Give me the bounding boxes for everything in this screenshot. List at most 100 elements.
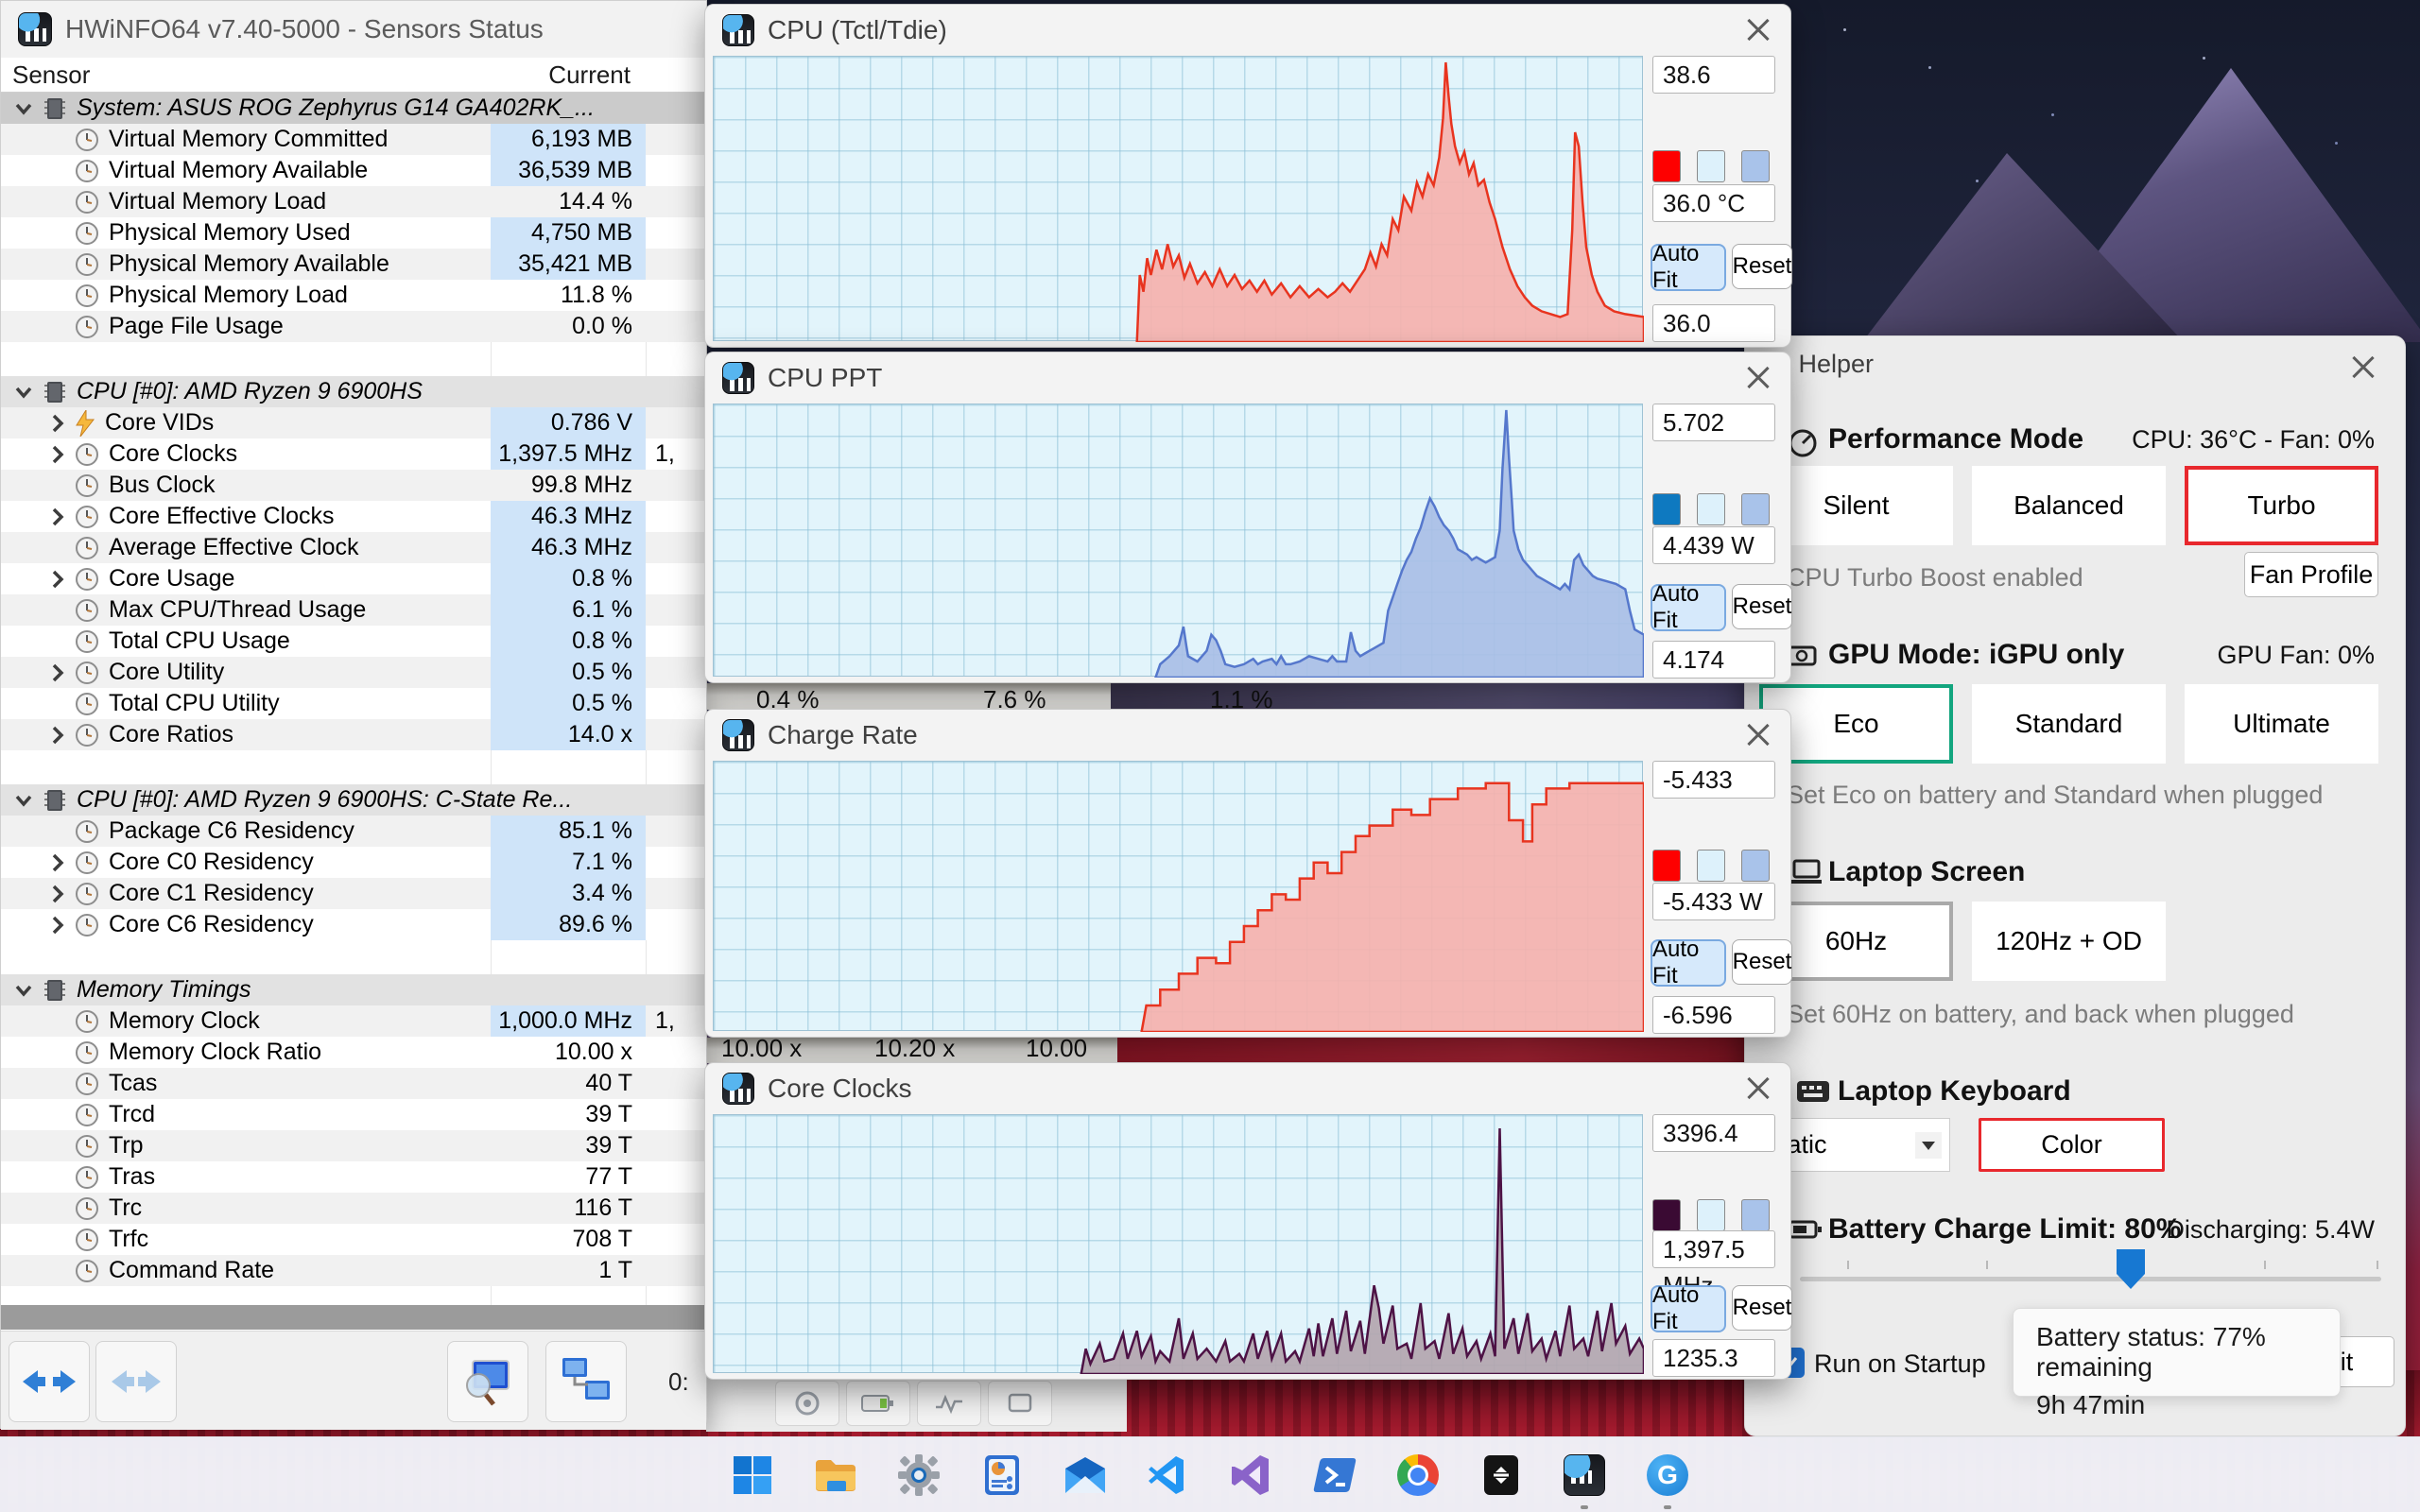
- sensor-row[interactable]: Virtual Memory Available 36,539 MB: [1, 155, 706, 186]
- sensor-section-row[interactable]: CPU [#0]: AMD Ryzen 9 6900HS: C-State Re…: [1, 784, 706, 816]
- sensor-row[interactable]: Total CPU Usage 0.8 %: [1, 626, 706, 657]
- hwinfo-scroll-strip[interactable]: [1, 1305, 706, 1330]
- battery-limit-slider-track[interactable]: [1800, 1277, 2381, 1281]
- swatch-2[interactable]: [1741, 1199, 1770, 1231]
- mail-icon[interactable]: [1059, 1449, 1112, 1502]
- sensor-row[interactable]: Trfc 708 T: [1, 1224, 706, 1255]
- powershell-icon[interactable]: [1308, 1449, 1361, 1502]
- swatch-0[interactable]: [1652, 1199, 1681, 1231]
- visual-studio-icon[interactable]: [1225, 1449, 1278, 1502]
- sensor-row[interactable]: Memory Clock 1,000.0 MHz 1,: [1, 1005, 706, 1037]
- sensor-row[interactable]: Page File Usage 0.0 %: [1, 311, 706, 342]
- sensor-section-row[interactable]: Memory Timings: [1, 974, 706, 1005]
- column-header-current[interactable]: Current: [548, 60, 631, 89]
- close-icon[interactable]: [1745, 1074, 1773, 1103]
- sensor-row[interactable]: Core Ratios 14.0 x: [1, 719, 706, 750]
- sensor-row[interactable]: Physical Memory Available 35,421 MB: [1, 249, 706, 280]
- dark-app-icon[interactable]: [1475, 1449, 1528, 1502]
- sensor-row[interactable]: Core Clocks 1,397.5 MHz 1,: [1, 438, 706, 470]
- auto-fit-button[interactable]: Auto Fit: [1651, 936, 1726, 988]
- vscode-icon[interactable]: [1142, 1449, 1195, 1502]
- swatch-1[interactable]: [1697, 850, 1725, 882]
- sensor-row[interactable]: Tcas 40 T: [1, 1068, 706, 1099]
- sensor-row[interactable]: Trcd 39 T: [1, 1099, 706, 1130]
- swatch-2[interactable]: [1741, 493, 1770, 525]
- sensor-row[interactable]: Tras 77 T: [1, 1161, 706, 1193]
- perf-turbo-button[interactable]: Turbo: [2185, 466, 2378, 545]
- monitor-app-icon[interactable]: [976, 1449, 1028, 1502]
- screen-magnifier-button[interactable]: [447, 1341, 528, 1422]
- swatch-0[interactable]: [1652, 850, 1681, 882]
- core-clocks-titlebar[interactable]: Core Clocks: [705, 1063, 1790, 1114]
- sensor-row[interactable]: Core Utility 0.5 %: [1, 657, 706, 688]
- charge-rate-titlebar[interactable]: Charge Rate: [705, 710, 1790, 761]
- swatch-1[interactable]: [1697, 150, 1725, 182]
- sensor-row[interactable]: Total CPU Utility 0.5 %: [1, 688, 706, 719]
- file-explorer-icon[interactable]: [809, 1449, 862, 1502]
- hwinfo-taskbar-icon[interactable]: [1558, 1449, 1611, 1502]
- sensor-row[interactable]: Max CPU/Thread Usage 6.1 %: [1, 594, 706, 626]
- sensor-row[interactable]: Core Effective Clocks 46.3 MHz: [1, 501, 706, 532]
- keyboard-icon: [1796, 1079, 1830, 1108]
- reset-button[interactable]: Reset: [1732, 939, 1792, 985]
- sensor-row[interactable]: Core C1 Residency 3.4 %: [1, 878, 706, 909]
- auto-fit-button[interactable]: Auto Fit: [1651, 1282, 1726, 1334]
- ghelper-taskbar-icon[interactable]: G: [1641, 1449, 1694, 1502]
- sensor-row[interactable]: Package C6 Residency 85.1 %: [1, 816, 706, 847]
- sensor-section-row[interactable]: CPU [#0]: AMD Ryzen 9 6900HS: [1, 376, 706, 407]
- perf-balanced-button[interactable]: Balanced: [1972, 466, 2166, 545]
- sensor-row[interactable]: Virtual Memory Load 14.4 %: [1, 186, 706, 217]
- sensor-row[interactable]: Trp 39 T: [1, 1130, 706, 1161]
- collapse-columns-button[interactable]: [95, 1341, 177, 1422]
- fan-profile-button[interactable]: Fan Profile: [2244, 552, 2378, 597]
- sensor-row[interactable]: Physical Memory Used 4,750 MB: [1, 217, 706, 249]
- remote-monitors-button[interactable]: [545, 1341, 627, 1422]
- cpu-ppt-titlebar[interactable]: CPU PPT: [705, 352, 1790, 404]
- column-header-sensor[interactable]: Sensor: [12, 60, 91, 89]
- close-icon[interactable]: [1745, 364, 1773, 392]
- sensor-row[interactable]: Core VIDs 0.786 V: [1, 407, 706, 438]
- reset-button[interactable]: Reset: [1732, 244, 1792, 289]
- chrome-icon[interactable]: [1392, 1449, 1444, 1502]
- swatch-0[interactable]: [1652, 493, 1681, 525]
- sensor-type-button-clock[interactable]: [988, 1381, 1052, 1426]
- sensor-row[interactable]: Core Usage 0.8 %: [1, 563, 706, 594]
- sensor-section-row[interactable]: System: ASUS ROG Zephyrus G14 GA402RK_..…: [1, 93, 706, 124]
- close-icon[interactable]: [1745, 16, 1773, 44]
- cpu-temp-titlebar[interactable]: CPU (Tctl/Tdie): [705, 5, 1790, 56]
- reset-button[interactable]: Reset: [1732, 1285, 1792, 1331]
- sensor-row[interactable]: Bus Clock 99.8 MHz: [1, 470, 706, 501]
- sensor-row[interactable]: Core C0 Residency 7.1 %: [1, 847, 706, 878]
- sensor-type-button-voltage[interactable]: [917, 1381, 981, 1426]
- sensor-row[interactable]: Trc 116 T: [1, 1193, 706, 1224]
- expand-columns-button[interactable]: [9, 1341, 90, 1422]
- sensor-type-button-battery[interactable]: [846, 1381, 910, 1426]
- close-icon[interactable]: [1745, 721, 1773, 749]
- sensor-type-button-temperature[interactable]: [775, 1381, 839, 1426]
- swatch-0[interactable]: [1652, 150, 1681, 182]
- keyboard-color-button[interactable]: Color: [1979, 1118, 2165, 1172]
- settings-gear-icon[interactable]: [892, 1449, 945, 1502]
- swatch-1[interactable]: [1697, 1199, 1725, 1231]
- sensor-row[interactable]: Memory Clock Ratio 10.00 x: [1, 1037, 706, 1068]
- gpu-ultimate-button[interactable]: Ultimate: [2185, 684, 2378, 764]
- ghelper-close-icon[interactable]: [2350, 353, 2378, 382]
- swatch-2[interactable]: [1741, 850, 1770, 882]
- start-button[interactable]: [726, 1449, 779, 1502]
- sensor-row[interactable]: Command Rate 1 T: [1, 1255, 706, 1286]
- screen-120hz-button[interactable]: 120Hz + OD: [1972, 902, 2166, 981]
- sensor-row[interactable]: Physical Memory Load 11.8 %: [1, 280, 706, 311]
- auto-fit-button[interactable]: Auto Fit: [1651, 581, 1726, 633]
- sensor-row[interactable]: Core C6 Residency 89.6 %: [1, 909, 706, 940]
- reset-button[interactable]: Reset: [1732, 584, 1792, 629]
- hwinfo-titlebar[interactable]: HWiNFO64 v7.40-5000 - Sensors Status: [1, 1, 706, 58]
- battery-limit-slider-thumb[interactable]: [2117, 1249, 2145, 1289]
- auto-fit-button[interactable]: Auto Fit: [1651, 241, 1726, 293]
- gpu-eco-button[interactable]: Eco: [1759, 684, 1953, 764]
- gpu-standard-button[interactable]: Standard: [1972, 684, 2166, 764]
- sensor-row[interactable]: Virtual Memory Committed 6,193 MB: [1, 124, 706, 155]
- perf-silent-button[interactable]: Silent: [1759, 466, 1953, 545]
- swatch-1[interactable]: [1697, 493, 1725, 525]
- swatch-2[interactable]: [1741, 150, 1770, 182]
- sensor-row[interactable]: Average Effective Clock 46.3 MHz: [1, 532, 706, 563]
